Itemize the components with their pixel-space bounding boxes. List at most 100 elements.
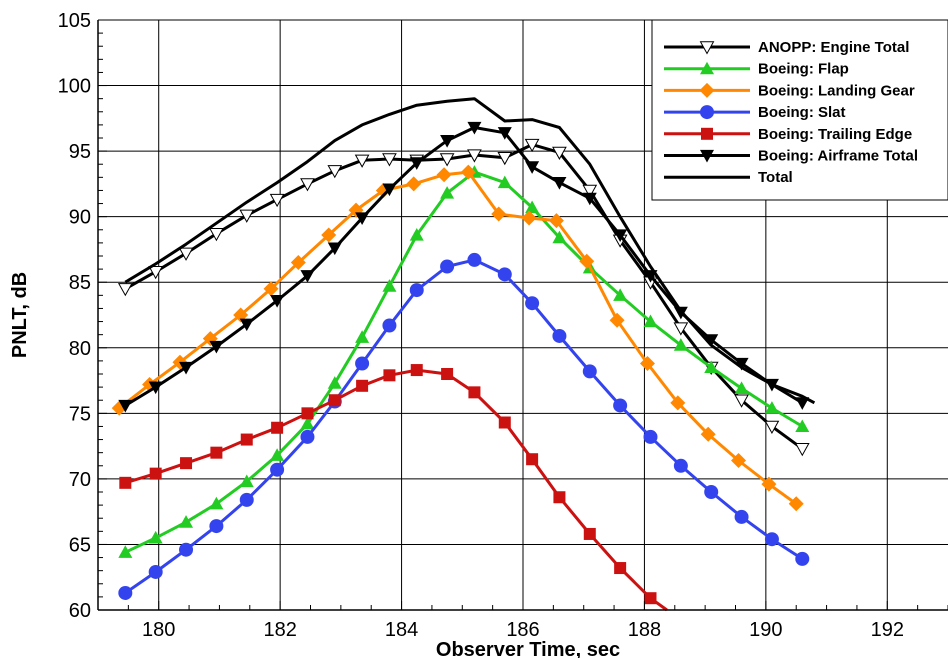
legend-label: Boeing: Landing Gear — [758, 82, 915, 99]
y-tick-label: 75 — [69, 403, 91, 425]
data-point-triangle-up — [440, 186, 455, 199]
data-point-triangle-down — [179, 361, 194, 375]
data-point-triangle-down — [382, 183, 397, 197]
series-group — [119, 364, 668, 612]
data-point-circle — [525, 296, 540, 311]
data-point-square — [701, 127, 713, 140]
data-point-diamond — [700, 426, 716, 442]
y-tick-label: 60 — [69, 600, 91, 622]
y-tick-label: 80 — [69, 338, 91, 360]
data-point-triangle-down — [582, 192, 597, 206]
data-point-triangle-down — [700, 149, 714, 163]
data-point-square — [180, 457, 193, 470]
y-tick-label: 70 — [69, 469, 91, 491]
x-tick-label: 184 — [385, 619, 418, 641]
legend: ANOPP: Engine Total Boeing: Flap Boeing: L… — [651, 19, 948, 201]
data-point-triangle-up — [300, 416, 315, 430]
data-point-triangle-down — [613, 229, 628, 243]
legend-label: ANOPP: Engine Total — [758, 39, 909, 56]
data-point-circle — [209, 519, 224, 534]
data-point-triangle-down-open — [382, 153, 397, 167]
data-point-triangle-down-open — [734, 394, 749, 408]
data-point-diamond — [579, 253, 595, 269]
y-tick-label: 85 — [69, 272, 91, 294]
data-point-circle — [300, 429, 315, 444]
data-point-circle — [497, 267, 512, 282]
series-line — [124, 97, 816, 405]
x-tick-label: 192 — [871, 619, 904, 641]
y-axis-title: PNLT, dB — [9, 272, 31, 358]
legend-label: Boeing: Slat — [758, 104, 846, 121]
data-point-triangle-up — [764, 401, 779, 414]
data-point-triangle-down-open — [327, 165, 343, 179]
data-point-triangle-up — [355, 330, 370, 343]
data-point-triangle-up — [734, 381, 749, 395]
data-point-square — [328, 394, 341, 407]
data-point-triangle-up — [270, 448, 285, 461]
data-point-diamond — [731, 453, 747, 469]
data-point-triangle-up — [118, 545, 133, 558]
data-point-triangle-up — [673, 338, 688, 351]
series-line — [118, 170, 798, 506]
data-point-circle — [613, 398, 628, 413]
y-tick-label: 100 — [58, 76, 91, 98]
data-point-triangle-up — [525, 200, 540, 214]
data-point-square — [149, 467, 162, 480]
data-point-triangle-up — [148, 530, 163, 544]
data-point-triangle-down-open — [673, 322, 689, 336]
data-point-square — [526, 453, 539, 466]
data-point-triangle-down — [239, 318, 254, 332]
series-group — [117, 138, 810, 457]
data-point-square — [271, 421, 284, 434]
data-point-circle — [409, 283, 424, 298]
data-point-triangle-down — [552, 176, 567, 190]
data-point-square — [383, 369, 396, 382]
data-point-circle — [148, 564, 163, 579]
data-point-square — [119, 476, 132, 489]
data-point-triangle-up — [643, 314, 658, 328]
data-point-triangle-up — [613, 288, 628, 301]
data-point-circle — [440, 259, 455, 274]
data-point-circle — [382, 318, 397, 333]
data-point-triangle-down-open — [582, 184, 598, 198]
data-point-diamond — [290, 255, 306, 271]
data-point-triangle-down-open — [269, 193, 285, 208]
data-point-square — [498, 416, 511, 429]
data-point-square — [468, 386, 481, 399]
data-point-circle — [673, 458, 688, 473]
data-point-triangle-down — [300, 270, 315, 283]
axes: 60 65 70 75 80 85 90 95 100 105 180 182 184 186 188 190… — [58, 10, 948, 641]
data-point-circle — [179, 542, 194, 557]
data-point-triangle-down-open — [117, 283, 133, 297]
data-point-circle — [795, 551, 810, 566]
data-point-diamond — [788, 496, 804, 512]
x-tick-label: 190 — [749, 619, 782, 641]
y-tick-label: 90 — [69, 207, 91, 229]
legend-label: Boeing: Trailing Edge — [758, 126, 912, 143]
data-point-square — [210, 446, 223, 459]
legend-label: Boeing: Flap — [758, 61, 849, 78]
data-point-diamond — [436, 167, 452, 183]
data-point-square — [553, 491, 566, 504]
legend-label: Total — [758, 169, 793, 186]
data-point-triangle-down-open — [699, 41, 715, 55]
data-point-triangle-up — [209, 496, 224, 510]
y-tick-label: 105 — [58, 10, 91, 32]
data-point-triangle-down — [497, 127, 512, 140]
data-point-circle — [582, 364, 597, 379]
data-point-circle — [700, 105, 714, 120]
data-point-triangle-up — [179, 515, 194, 528]
data-point-circle — [764, 532, 779, 547]
data-point-triangle-down-open — [524, 138, 540, 153]
data-point-triangle-up — [327, 376, 342, 389]
data-point-triangle-down — [209, 340, 224, 354]
data-point-diamond — [639, 356, 655, 372]
data-point-diamond — [406, 176, 422, 192]
data-point-diamond — [263, 281, 279, 297]
data-point-triangle-down — [467, 121, 482, 135]
data-point-triangle-up — [239, 474, 254, 488]
data-point-square — [240, 433, 253, 446]
data-point-triangle-down-open — [354, 154, 370, 168]
data-point-square — [410, 364, 423, 377]
x-tick-label: 186 — [506, 619, 539, 641]
